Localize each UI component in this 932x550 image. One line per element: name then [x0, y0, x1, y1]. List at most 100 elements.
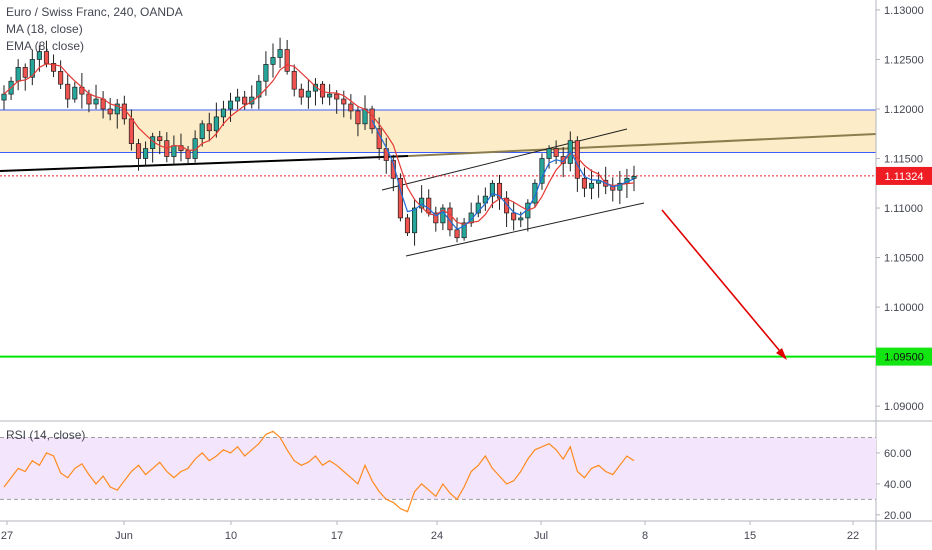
candle-up	[588, 182, 595, 189]
ema-legend[interactable]: EMA (8, close)	[6, 39, 85, 53]
price-tick-label: 1.12000	[884, 104, 924, 116]
candle-down	[348, 103, 354, 112]
time-tick-label: 8	[642, 530, 648, 542]
rsi-tick-label: 60.00	[884, 448, 912, 460]
candle-up	[227, 100, 234, 110]
candle-up	[546, 148, 552, 159]
current-price-tag	[876, 166, 932, 185]
candle-up	[263, 64, 269, 82]
price-tick-label: 1.10500	[884, 253, 924, 265]
ma-18-line	[3, 63, 635, 225]
candle-up	[277, 49, 283, 58]
time-tick-label: 24	[431, 530, 443, 542]
candle-down	[581, 177, 587, 189]
candles-group	[1, 37, 637, 246]
candle-up	[270, 57, 276, 65]
channel-upper-line[interactable]	[381, 128, 628, 191]
candle-down	[404, 217, 411, 234]
candle-up	[235, 96, 241, 102]
candle-down	[369, 108, 375, 130]
time-tick-label: 22	[847, 530, 859, 542]
rsi-tick-label: 40.00	[884, 479, 912, 491]
candle-down	[355, 110, 361, 125]
candle-up	[220, 108, 226, 118]
candle-down	[433, 212, 439, 224]
candle-down	[185, 150, 191, 159]
forecast-arrow[interactable]	[661, 209, 785, 357]
candle-down	[511, 212, 517, 221]
candle-down	[298, 88, 304, 98]
candle-up	[114, 103, 120, 115]
candle-up	[171, 145, 177, 157]
candle-up	[631, 175, 637, 179]
rsi-band	[0, 437, 876, 500]
channel-lower-line[interactable]	[405, 202, 645, 257]
candle-up	[29, 59, 35, 78]
candle-down	[135, 143, 142, 159]
candle-up	[475, 202, 481, 214]
price-tick-label: 1.11500	[884, 153, 923, 165]
target-price-tag-label: 1.09500	[884, 352, 924, 364]
candle-down	[454, 229, 460, 239]
rsi-tick-label: 20.00	[884, 510, 912, 522]
candle-up	[199, 123, 205, 140]
long-trend-line[interactable]	[407, 133, 877, 157]
rsi-line	[3, 430, 635, 513]
candle-up	[256, 80, 262, 98]
candle-up	[213, 116, 219, 132]
candle-up	[518, 217, 524, 221]
candle-down	[206, 123, 212, 132]
candle-down	[291, 70, 297, 90]
rsi-legend[interactable]: RSI (14, close)	[6, 428, 86, 442]
candle-down	[242, 96, 248, 105]
candle-up	[532, 182, 538, 204]
candle-down	[58, 70, 64, 85]
target-price-tag	[876, 347, 932, 366]
candle-up	[327, 93, 333, 98]
support-line[interactable]	[0, 155, 409, 172]
candle-up	[15, 67, 21, 82]
candle-up	[461, 222, 467, 239]
price-tick-label: 1.13000	[884, 5, 924, 17]
candle-up	[539, 158, 545, 184]
candle-up	[489, 182, 495, 197]
candle-up	[143, 148, 149, 159]
candle-down	[426, 197, 432, 214]
candle-down	[341, 98, 347, 105]
ema-8-line	[371, 120, 635, 231]
forecast-arrow-head	[776, 348, 787, 360]
time-tick-label: 27	[1, 530, 13, 542]
candle-up	[617, 182, 623, 191]
candle-down	[43, 51, 50, 64]
ma-legend[interactable]: MA (18, close)	[6, 22, 83, 36]
candle-down	[51, 63, 57, 72]
candle-down	[553, 148, 559, 157]
price-tick-label: 1.12500	[884, 54, 924, 66]
price-tick-label: 1.09000	[884, 401, 924, 413]
candle-down	[22, 67, 28, 78]
candle-up	[305, 90, 311, 98]
candle-down	[65, 83, 71, 100]
candle-down	[334, 93, 340, 100]
current-price-tag-label: 1.11324	[885, 171, 924, 183]
candle-down	[128, 118, 134, 144]
time-tick-label: Jul	[534, 530, 548, 542]
time-tick-label: 17	[331, 530, 343, 542]
rsi-axis-ticks: 60.00 40.00 20.00	[876, 448, 912, 522]
candle-up	[93, 98, 99, 105]
candle-up	[1, 93, 7, 101]
symbol-legend[interactable]: Euro / Swiss Franc, 240, OANDA	[6, 5, 183, 19]
candle-down	[107, 108, 113, 115]
candle-up	[412, 207, 418, 234]
time-tick-label: 10	[225, 530, 237, 542]
candle-up	[419, 197, 425, 209]
candle-down	[157, 136, 163, 142]
time-tick-label: Jun	[115, 530, 133, 542]
price-tick-label: 1.11000	[884, 203, 923, 215]
candle-up	[72, 86, 78, 100]
candle-up	[36, 51, 42, 60]
time-axis-ticks: 27 Jun 10 17 24 Jul 8 15 22	[1, 521, 859, 542]
time-tick-label: 15	[744, 530, 756, 542]
candle-down	[284, 49, 290, 72]
